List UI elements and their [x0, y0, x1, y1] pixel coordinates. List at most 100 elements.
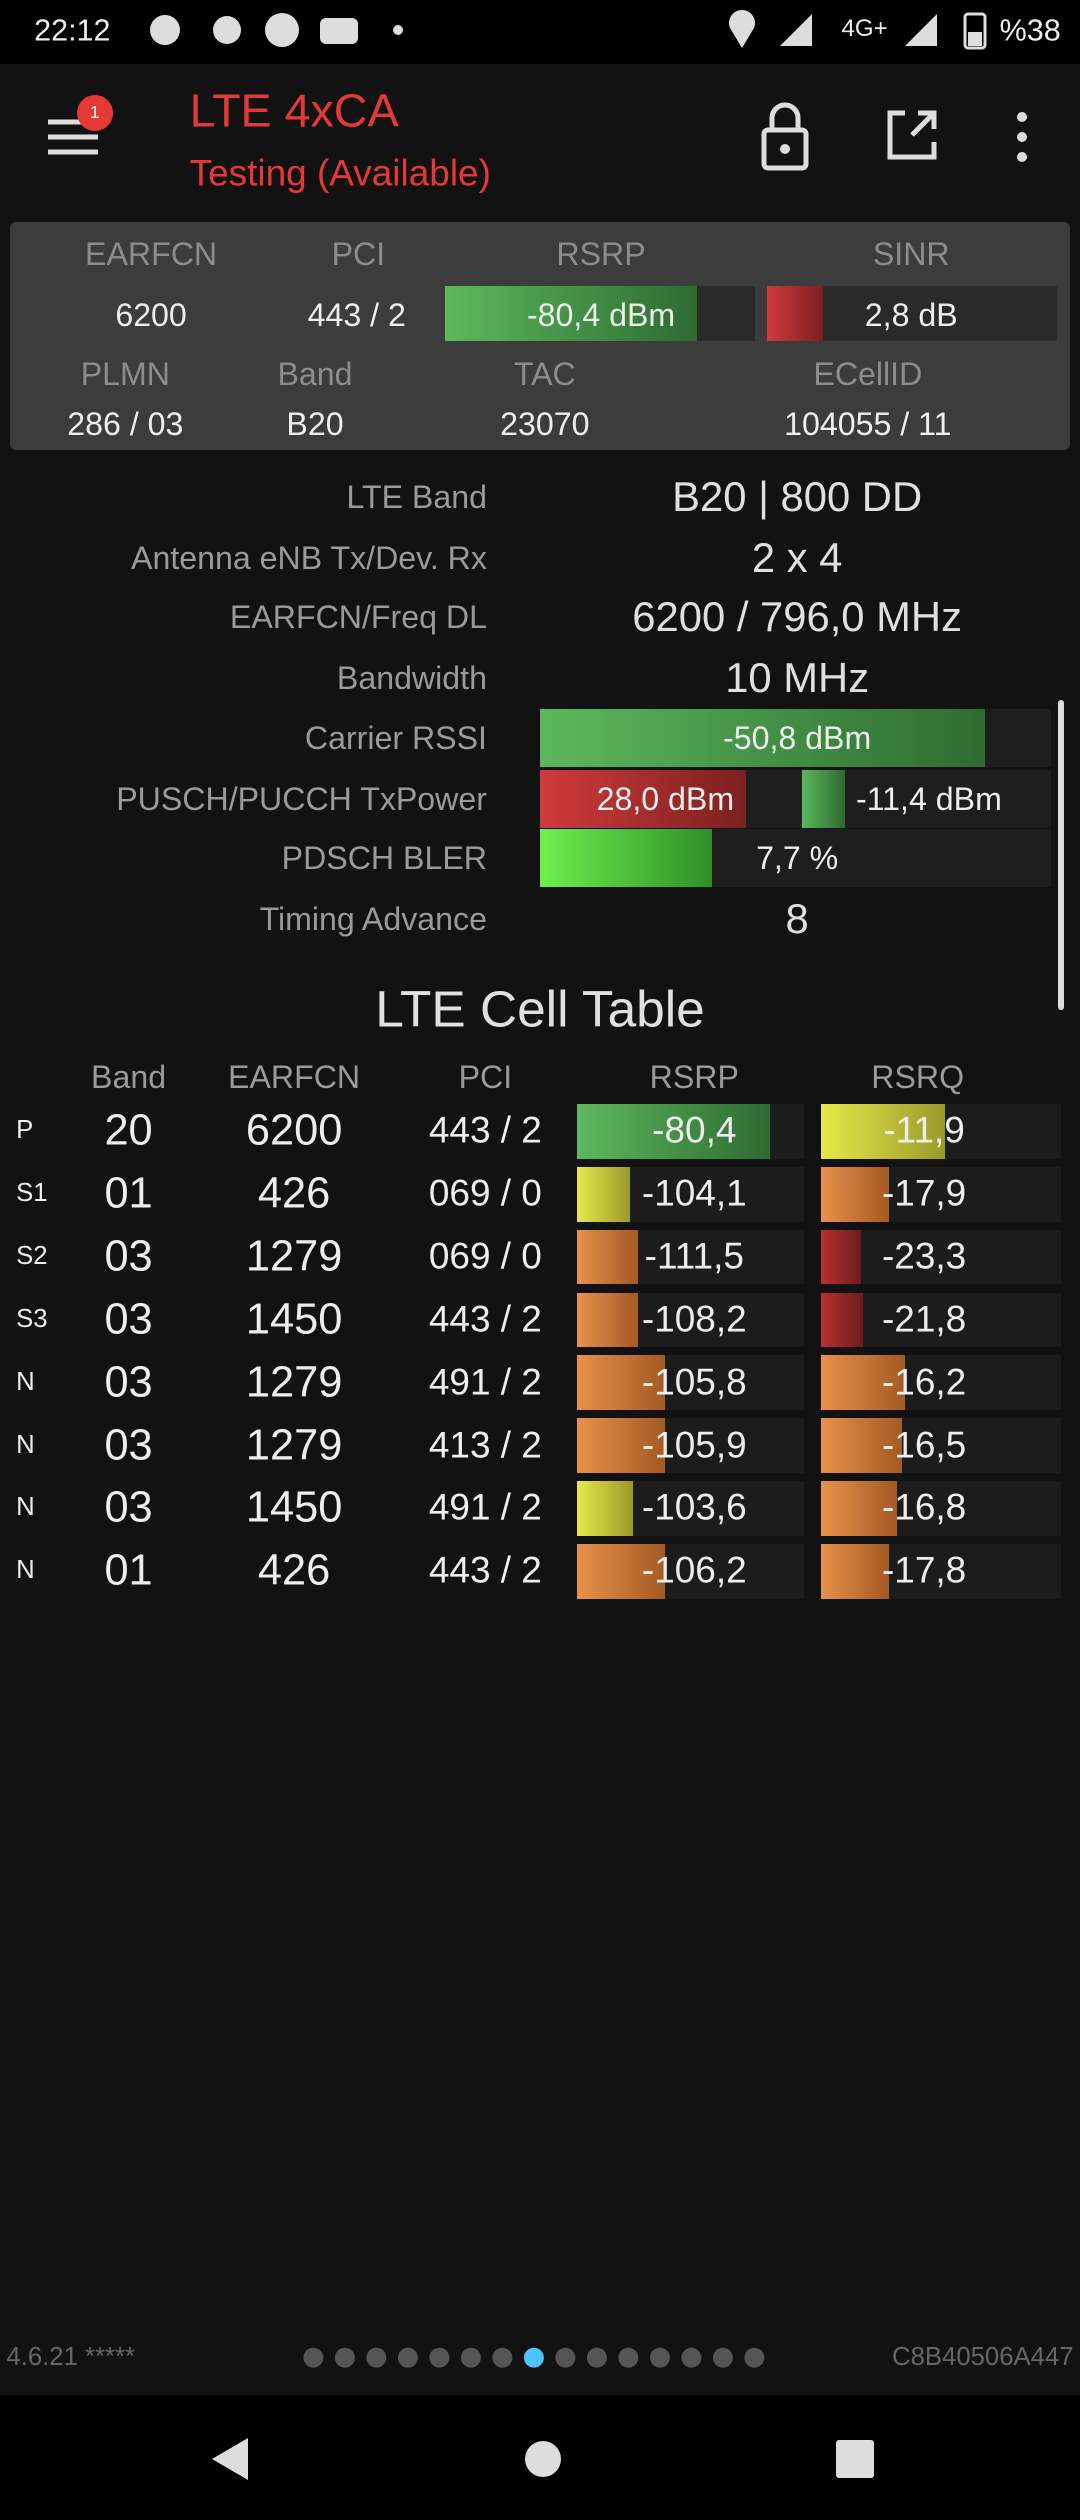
- page-dot[interactable]: [586, 2347, 607, 2368]
- cell-rsrq: -11,9: [883, 1109, 965, 1151]
- detail-value: -11,4 dBm: [856, 780, 1002, 817]
- detail-label: PUSCH/PUCCH TxPower: [116, 780, 487, 817]
- open-icon[interactable]: [887, 110, 937, 160]
- rsrq-cell-bar: [821, 1104, 945, 1159]
- badge-count: 1: [89, 101, 100, 122]
- app-subtitle: Testing (Available): [189, 152, 491, 194]
- cell-band: 03: [104, 1358, 153, 1407]
- page-dot[interactable]: [492, 2347, 513, 2368]
- rsrp-cell-bar: [576, 1418, 666, 1473]
- summary-label: SINR: [872, 235, 950, 272]
- page-dot[interactable]: [649, 2347, 670, 2368]
- cell-type: S1: [16, 1179, 48, 1208]
- rsrp-cell-bar: [576, 1104, 770, 1159]
- detail-value: 28,0 dBm: [596, 780, 735, 817]
- cell-rsrq: -16,8: [881, 1486, 967, 1528]
- cell-rsrq: -23,3: [881, 1235, 967, 1277]
- rsrp-cell-bar: [576, 1355, 666, 1411]
- cell-rsrq: -17,8: [881, 1549, 967, 1591]
- summary-value: 23070: [500, 406, 590, 443]
- rsrp-bar: [445, 286, 698, 341]
- cell-type: N: [16, 1430, 35, 1459]
- status-bar: [0, 0, 1080, 64]
- summary-value: 104055 / 11: [784, 406, 952, 443]
- cell-type: N: [16, 1493, 35, 1522]
- cell-band: 01: [104, 1546, 153, 1595]
- page-dot[interactable]: [429, 2347, 450, 2368]
- cell-rsrq: -21,8: [881, 1298, 967, 1340]
- column-header: Band: [91, 1058, 167, 1095]
- clock: 22:12: [34, 13, 111, 48]
- recents-button[interactable]: [836, 2440, 874, 2478]
- page-dot[interactable]: [334, 2347, 355, 2368]
- cell-pci: 069 / 0: [428, 1172, 542, 1214]
- rsrq-cell-bar: [821, 1481, 897, 1536]
- page-dot[interactable]: [712, 2347, 733, 2368]
- page-indicator: [303, 2347, 765, 2368]
- cell-rsrp: -104,1: [641, 1172, 747, 1214]
- rsrq-cell-bar: [821, 1355, 905, 1411]
- page-dot[interactable]: [523, 2347, 544, 2368]
- cell-rsrp: -111,5: [644, 1235, 744, 1277]
- detail-label: EARFCN/Freq DL: [229, 599, 487, 636]
- cell-earfcn: 6200: [245, 1106, 343, 1155]
- more-dot: [393, 25, 403, 35]
- cell-pci: 413 / 2: [428, 1424, 542, 1466]
- device-id: C8B40506A447: [892, 2342, 1074, 2371]
- rsrp-cell-bar: [576, 1292, 639, 1348]
- rsrq-cell-bar: [821, 1292, 864, 1348]
- cell-band: 20: [104, 1106, 153, 1155]
- signal-icon-2: [905, 14, 937, 46]
- page-dot[interactable]: [681, 2347, 702, 2368]
- battery-text: %38: [999, 13, 1061, 48]
- cell-rsrp: -103,6: [641, 1486, 747, 1528]
- signal-icon: [780, 14, 812, 46]
- cell-band: 03: [104, 1483, 153, 1532]
- summary-label: TAC: [513, 356, 576, 393]
- sinr-bar: [766, 286, 823, 341]
- cell-pci: 491 / 2: [428, 1486, 542, 1528]
- cell-earfcn: 1279: [245, 1358, 343, 1407]
- pucch-bar: [801, 769, 846, 828]
- cell-rsrp: -105,8: [641, 1361, 747, 1403]
- detail-value: 7,7 %: [756, 840, 839, 877]
- lock-icon[interactable]: [761, 102, 809, 171]
- rsrq-cell-bar: [821, 1229, 862, 1285]
- page-dot[interactable]: [618, 2347, 639, 2368]
- app-title: LTE 4xCA: [189, 84, 399, 137]
- detail-label: Bandwidth: [336, 660, 487, 697]
- summary-label: EARFCN: [85, 235, 218, 272]
- cell-band: 03: [104, 1232, 153, 1281]
- column-header: EARFCN: [228, 1058, 361, 1095]
- page-dot[interactable]: [366, 2347, 387, 2368]
- overflow-icon[interactable]: [1017, 112, 1027, 162]
- page-dot[interactable]: [397, 2347, 418, 2368]
- cell-pci: 443 / 2: [428, 1298, 542, 1340]
- rsrq-cell-bar: [821, 1166, 889, 1222]
- back-button[interactable]: [212, 2438, 248, 2480]
- summary-value: 2,8 dB: [864, 296, 958, 333]
- cell-earfcn: 1279: [245, 1232, 343, 1281]
- summary-value: -80,4 dBm: [526, 296, 676, 333]
- cell-rsrq: -16,2: [881, 1361, 967, 1403]
- summary-label: PLMN: [80, 356, 170, 393]
- cell-type: S2: [16, 1242, 48, 1271]
- page-dot[interactable]: [555, 2347, 576, 2368]
- bler-bar: [540, 829, 712, 888]
- scrollbar: [1058, 700, 1064, 1010]
- network-type: 4G+: [841, 14, 888, 42]
- battery-icon: [963, 12, 987, 50]
- page-dot[interactable]: [744, 2347, 765, 2368]
- detail-value: -50,8 dBm: [723, 719, 872, 756]
- home-button[interactable]: [525, 2441, 561, 2477]
- rsrp-cell-bar: [576, 1543, 666, 1599]
- summary-value: 443 / 2: [307, 296, 406, 333]
- summary-label: PCI: [331, 235, 386, 272]
- cell-type: P: [16, 1116, 34, 1145]
- lock-hole: [780, 144, 790, 154]
- page-dot[interactable]: [303, 2347, 324, 2368]
- summary-label: RSRP: [556, 235, 646, 272]
- pusch-bar: [540, 769, 746, 828]
- page-dot[interactable]: [460, 2347, 481, 2368]
